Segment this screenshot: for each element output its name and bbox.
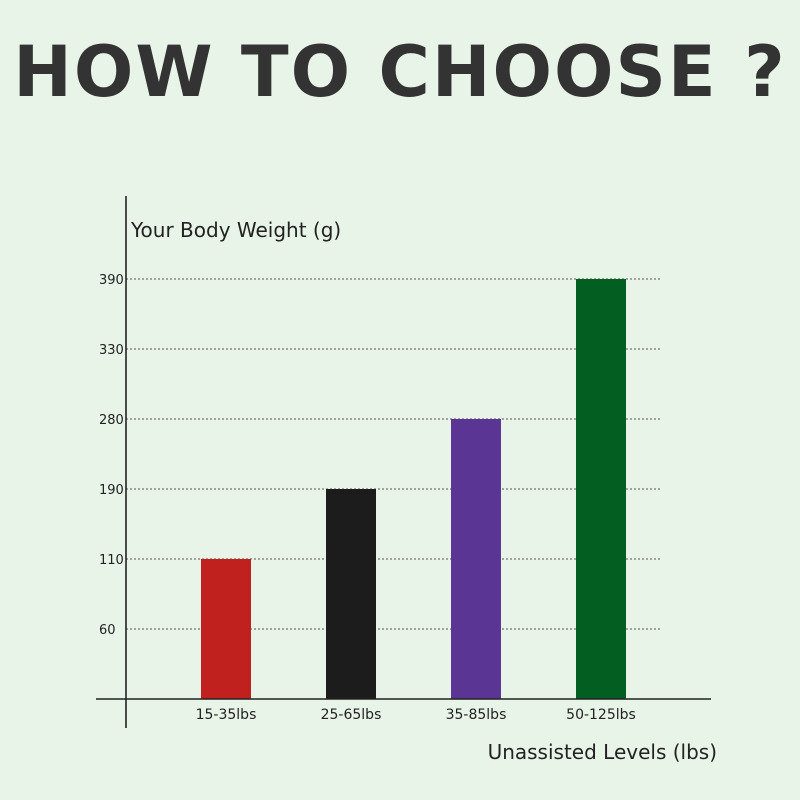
y-tick-label: 60	[99, 623, 116, 638]
bar-35-85lbs	[451, 419, 501, 699]
x-axis-label: Unassisted Levels (lbs)	[488, 740, 717, 764]
y-tick-labels: 60 110 190 280 330 390	[99, 273, 124, 638]
y-tick-label: 330	[99, 343, 124, 358]
y-tick-label: 280	[99, 413, 124, 428]
x-tick-label: 50-125lbs	[566, 707, 636, 723]
x-tick-label: 35-85lbs	[446, 707, 507, 723]
y-tick-label: 390	[99, 273, 124, 288]
y-axis-label: Your Body Weight (g)	[130, 218, 341, 242]
page-title: HOW TO CHOOSE ?	[13, 31, 787, 113]
x-tick-label: 15-35lbs	[196, 707, 257, 723]
x-tick-labels: 15-35lbs 25-65lbs 35-85lbs 50-125lbs	[196, 707, 636, 723]
x-tick-label: 25-65lbs	[321, 707, 382, 723]
y-tick-label: 110	[99, 553, 124, 568]
bars	[201, 279, 626, 699]
y-tick-label: 190	[99, 483, 124, 498]
bar-50-125lbs	[576, 279, 626, 699]
bar-15-35lbs	[201, 559, 251, 699]
bar-25-65lbs	[326, 489, 376, 699]
